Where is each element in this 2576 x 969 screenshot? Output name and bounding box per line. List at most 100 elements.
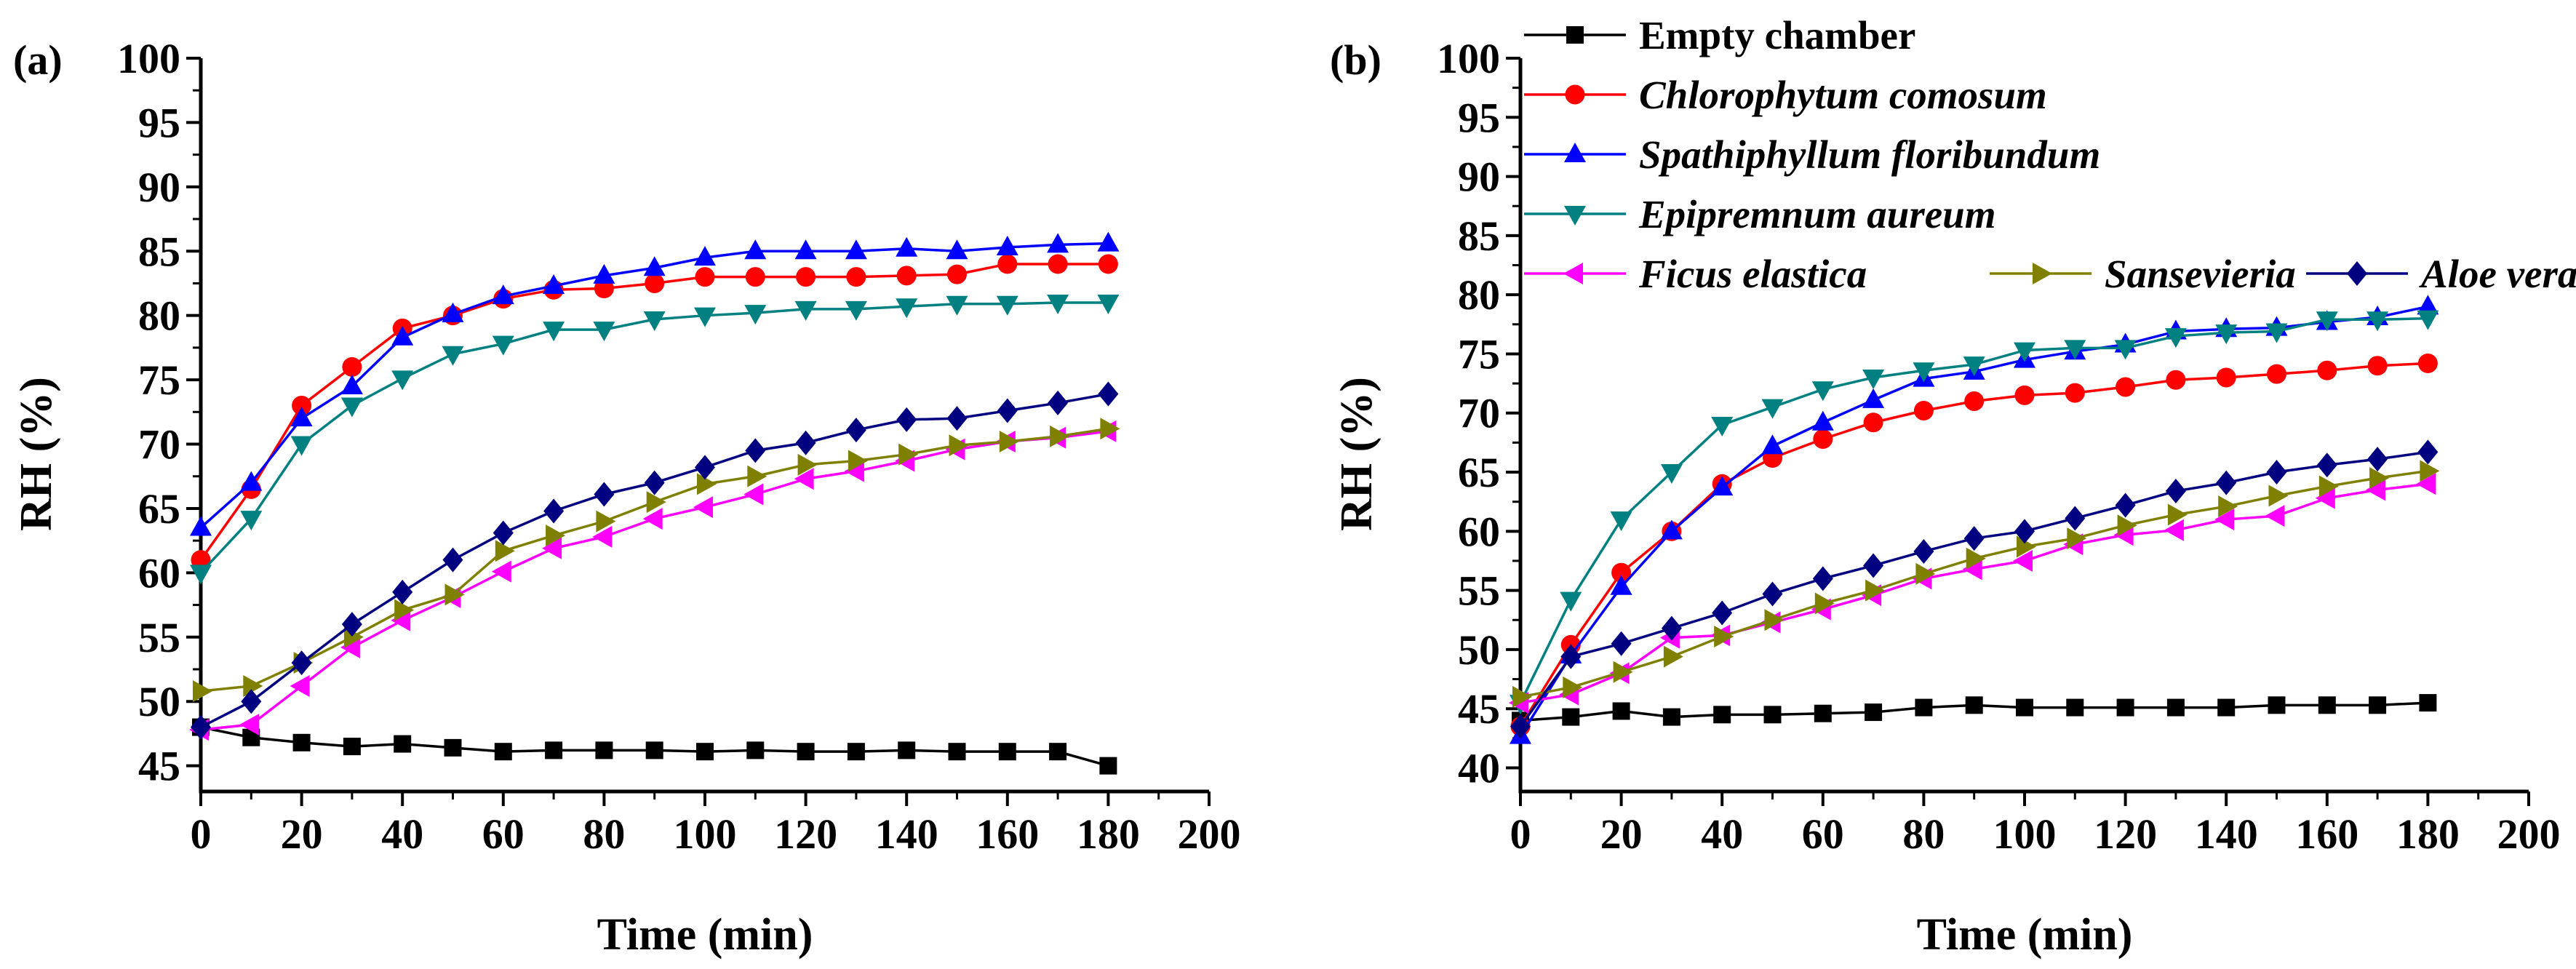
data-point: [747, 465, 767, 487]
x-tick-label: 120: [2094, 810, 2157, 858]
data-point: [797, 453, 818, 476]
data-point: [642, 508, 663, 530]
data-point: [1915, 562, 1936, 585]
data-point: [545, 741, 563, 759]
data-point: [1712, 600, 1733, 626]
data-point: [1761, 434, 1784, 455]
data-point: [1966, 547, 1986, 570]
data-point: [290, 674, 310, 697]
data-point: [847, 743, 865, 761]
series-empty-chamber: [1512, 694, 2437, 730]
data-point: [998, 743, 1016, 761]
panel-label: (b): [1330, 36, 1381, 84]
y-tick-label: 40: [1458, 744, 1500, 791]
data-point: [643, 256, 666, 276]
data-point: [542, 537, 562, 559]
x-tick-label: 200: [2497, 810, 2561, 858]
data-point: [392, 579, 413, 605]
data-point: [1050, 425, 1070, 447]
series-aloe-vera: [191, 381, 1119, 740]
data-point: [1611, 631, 1632, 656]
legend-item: Empty chamber: [1524, 13, 1915, 57]
legend-item: Spathiphyllum floribundum: [1524, 132, 2100, 177]
data-point: [1711, 417, 1734, 436]
data-point: [1962, 558, 1982, 581]
data-point: [946, 239, 968, 260]
legend-label: Ficus elastica: [1638, 252, 1867, 296]
data-point: [896, 407, 917, 432]
data-point: [394, 735, 412, 753]
y-tick-label: 65: [138, 485, 180, 533]
data-point: [896, 266, 917, 286]
data-point: [1813, 429, 1833, 450]
x-tick-label: 20: [1600, 810, 1643, 858]
data-point: [1048, 390, 1069, 415]
data-point: [444, 583, 465, 606]
data-point: [844, 460, 864, 482]
data-point: [1913, 400, 1934, 420]
x-tick-label: 100: [674, 810, 737, 858]
y-tick-label: 95: [1458, 94, 1500, 141]
data-point: [290, 407, 313, 427]
data-point: [2218, 495, 2238, 518]
data-point: [2420, 460, 2440, 482]
data-point: [2117, 514, 2137, 537]
data-point: [1613, 661, 1633, 683]
y-tick-label: 45: [138, 743, 180, 790]
legend-label: Spathiphyllum floribundum: [1639, 132, 2100, 177]
y-tick-label: 80: [138, 292, 180, 340]
data-point: [190, 565, 212, 585]
data-point: [949, 434, 969, 457]
data-point: [694, 307, 716, 327]
data-point: [996, 235, 1018, 255]
data-point: [2267, 364, 2286, 384]
data-point: [644, 470, 665, 495]
data-point: [342, 356, 362, 377]
legend-label: Sansevieria: [2105, 252, 2296, 296]
data-point: [193, 680, 212, 703]
y-tick-label: 85: [1458, 212, 1500, 260]
legend-item: Sansevieria: [1990, 252, 2296, 296]
data-point: [2014, 342, 2035, 362]
series-line: [199, 301, 1109, 574]
data-point: [2216, 367, 2236, 388]
data-point: [696, 743, 714, 761]
legend-marker: [2033, 263, 2052, 284]
data-point: [290, 436, 313, 456]
x-tick-label: 120: [774, 810, 837, 858]
data-point: [743, 483, 764, 506]
data-point: [1560, 591, 1582, 612]
data-point: [1915, 698, 1933, 717]
data-point: [2067, 527, 2087, 550]
y-tick-label: 65: [1458, 449, 1500, 496]
legend-item: Aloe vera: [2306, 252, 2576, 296]
legend-label: Epipremnum aureum: [1638, 192, 1996, 236]
data-point: [2419, 694, 2437, 712]
x-tick-label: 160: [976, 810, 1039, 858]
y-tick-label: 50: [1458, 626, 1500, 674]
data-point: [796, 267, 816, 287]
data-point: [442, 302, 464, 322]
data-point: [2216, 470, 2237, 495]
data-point: [898, 443, 919, 466]
data-point: [543, 274, 565, 295]
data-point: [2265, 323, 2288, 343]
data-point: [2417, 295, 2439, 315]
y-tick-label: 90: [138, 164, 180, 211]
data-point: [1563, 676, 1583, 698]
data-point: [745, 438, 766, 463]
data-point: [794, 468, 814, 490]
data-point: [646, 491, 666, 514]
data-point: [2165, 479, 2186, 504]
data-point: [190, 516, 212, 536]
data-point: [240, 511, 263, 531]
data-point: [2014, 519, 2035, 544]
data-point: [291, 650, 312, 676]
data-point: [1098, 381, 1119, 407]
data-point: [2064, 340, 2086, 360]
y-tick-label: 50: [138, 678, 180, 725]
data-point: [292, 733, 311, 751]
data-point: [546, 525, 566, 547]
data-point: [340, 397, 363, 418]
data-point: [795, 430, 816, 455]
